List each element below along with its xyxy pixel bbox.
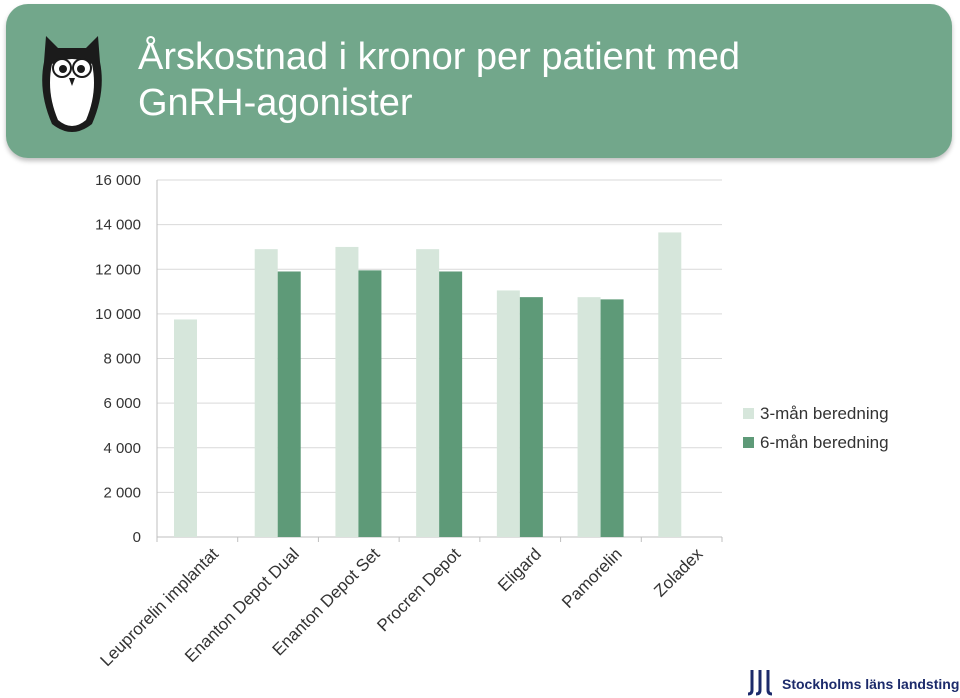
y-tick-label: 4 000 (103, 440, 141, 457)
bar-3m (174, 319, 197, 537)
legend-swatch (743, 408, 754, 419)
x-tick-label: Pamorelin (558, 544, 626, 612)
bar-3m (658, 232, 682, 537)
sll-logo-icon (747, 670, 773, 696)
y-tick-label: 10 000 (95, 306, 141, 323)
bar-6m (439, 271, 463, 537)
x-tick-label: Procren Depot (373, 544, 464, 635)
bar-3m (577, 297, 601, 537)
sll-logo: Stockholms läns landsting (746, 668, 960, 696)
y-tick-label: 16 000 (95, 172, 141, 189)
owl-icon (42, 36, 102, 132)
x-tick-label: Eligard (494, 544, 545, 595)
bar-3m (335, 246, 359, 537)
title-line-1: Årskostnad i kronor per patient med (138, 36, 740, 78)
title-line-2: GnRH-agonister (138, 82, 413, 124)
bar-6m (358, 270, 382, 537)
bar-6m (519, 297, 543, 537)
bar-6m (277, 271, 301, 537)
y-tick-label: 12 000 (95, 261, 141, 278)
y-tick-label: 14 000 (95, 217, 141, 234)
x-tick-label: Zoladex (650, 544, 707, 601)
bar-3m (496, 290, 520, 537)
y-tick-label: 2 000 (103, 484, 141, 501)
slide-title: Årskostnad i kronor per patient med GnRH… (138, 34, 918, 126)
y-tick-label: 0 (133, 529, 141, 546)
bar-3m (416, 249, 440, 537)
legend-label: 3-mån beredning (760, 404, 889, 423)
bar-3m (254, 249, 278, 537)
legend-label: 6-mån beredning (760, 433, 889, 452)
logo-text: Stockholms läns landsting (782, 676, 960, 692)
legend-swatch (743, 437, 754, 448)
title-banner: Årskostnad i kronor per patient med GnRH… (6, 4, 952, 158)
bar-6m (600, 299, 624, 537)
y-tick-label: 6 000 (103, 395, 141, 412)
y-tick-label: 8 000 (103, 351, 141, 368)
